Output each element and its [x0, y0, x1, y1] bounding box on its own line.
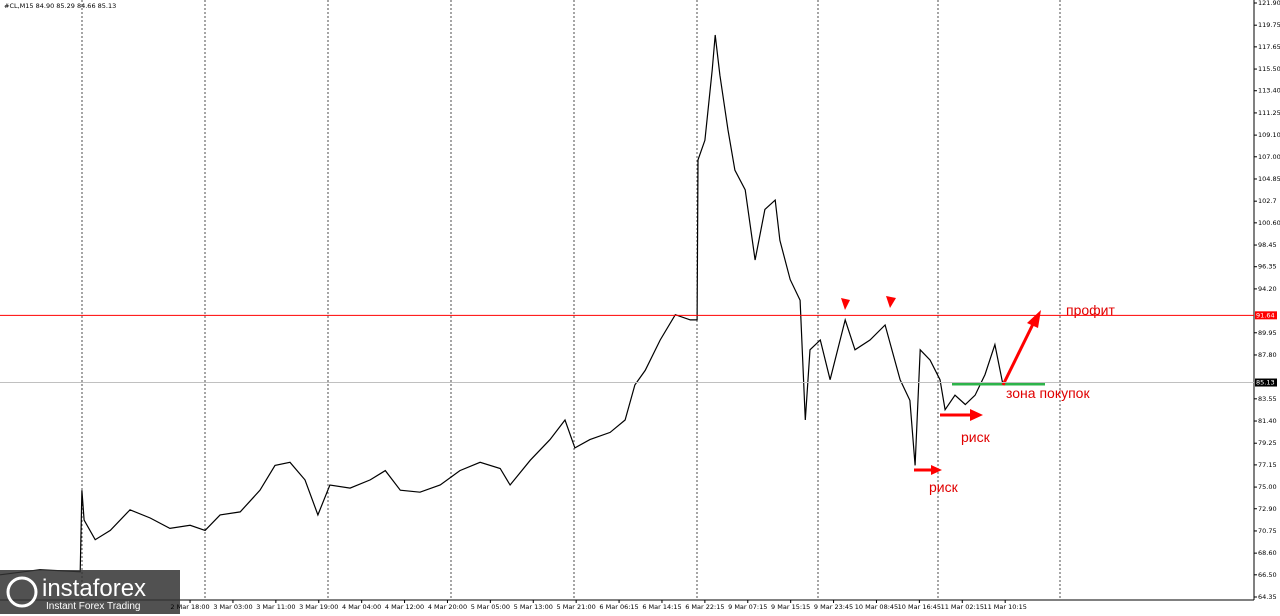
x-tick-label: 3 Mar 11:00	[256, 603, 295, 611]
x-tick-label: 4 Mar 04:00	[342, 603, 381, 611]
level-label: 91.64	[1256, 311, 1275, 319]
y-tick-label: 94.20	[1258, 285, 1277, 293]
y-tick-label: 119.75	[1258, 21, 1280, 29]
x-tick-label: 9 Mar 15:15	[771, 603, 810, 611]
y-tick-label: 77.15	[1258, 461, 1277, 469]
y-tick-label: 121.90	[1258, 0, 1280, 7]
brand: instaforex	[42, 575, 146, 602]
x-tick-label: 6 Mar 06:15	[599, 603, 638, 611]
y-tick-label: 64.35	[1258, 593, 1277, 601]
y-tick-label: 98.45	[1258, 241, 1277, 249]
x-tick-label: 4 Mar 20:00	[428, 603, 467, 611]
x-tick-label: 5 Mar 21:00	[557, 603, 596, 611]
y-tick-label: 79.25	[1258, 439, 1277, 447]
y-tick-label: 113.40	[1258, 87, 1280, 95]
y-tick-label: 75.00	[1258, 483, 1277, 491]
y-tick-label: 107.00	[1258, 153, 1280, 161]
y-tick-label: 89.95	[1258, 329, 1277, 337]
y-tick-label: 104.85	[1258, 175, 1280, 183]
level-label-bg	[1255, 311, 1277, 320]
y-tick-label: 102.7	[1258, 197, 1277, 205]
y-tick-label: 68.60	[1258, 549, 1277, 557]
x-tick-label: 9 Mar 07:15	[728, 603, 767, 611]
annotation: профит	[1066, 302, 1115, 318]
y-tick-label: 96.35	[1258, 263, 1277, 271]
x-tick-label: 10 Mar 16:45	[898, 603, 941, 611]
y-tick-label: 70.75	[1258, 527, 1277, 535]
y-tick-label: 109.10	[1258, 131, 1280, 139]
y-tick-label: 100.60	[1258, 219, 1280, 227]
arrows	[841, 296, 1041, 475]
level-label-bg	[1255, 378, 1277, 387]
chart-title: #CL,M15 84.90 85.29 84.66 85.13	[4, 2, 116, 10]
y-tick-label: 115.50	[1258, 65, 1280, 73]
annotation: зона покупок	[1006, 385, 1090, 401]
x-tick-label: 3 Mar 03:00	[213, 603, 252, 611]
x-tick-label: 5 Mar 13:00	[514, 603, 553, 611]
x-tick-label: 11 Mar 02:15	[941, 603, 984, 611]
price-line	[0, 34, 1004, 576]
y-tick-label: 81.40	[1258, 417, 1277, 425]
x-tick-label: 6 Mar 22:15	[685, 603, 724, 611]
annotation: риск	[961, 429, 991, 445]
level-label: 85.13	[1256, 379, 1275, 387]
x-tick-label: 4 Mar 12:00	[385, 603, 424, 611]
x-tick-label: 5 Mar 05:00	[471, 603, 510, 611]
slogan: Instant Forex Trading	[46, 601, 141, 612]
x-tick-label: 10 Mar 08:45	[855, 603, 898, 611]
y-tick-label: 87.80	[1258, 351, 1277, 359]
y-tick-label: 111.25	[1258, 109, 1280, 117]
x-tick-label: 2 Mar 18:00	[170, 603, 209, 611]
watermark: instaforex Instant Forex Trading	[0, 570, 180, 614]
x-tick-label: 3 Mar 19:00	[299, 603, 338, 611]
y-tick-label: 72.90	[1258, 505, 1277, 513]
x-tick-label: 9 Mar 23:45	[814, 603, 853, 611]
annotation: риск	[929, 479, 959, 495]
y-tick-label: 66.50	[1258, 571, 1277, 579]
x-tick-label: 6 Mar 14:15	[642, 603, 681, 611]
y-tick-label: 83.55	[1258, 395, 1277, 403]
x-tick-label: 11 Mar 10:15	[983, 603, 1026, 611]
y-tick-label: 117.65	[1258, 43, 1280, 51]
